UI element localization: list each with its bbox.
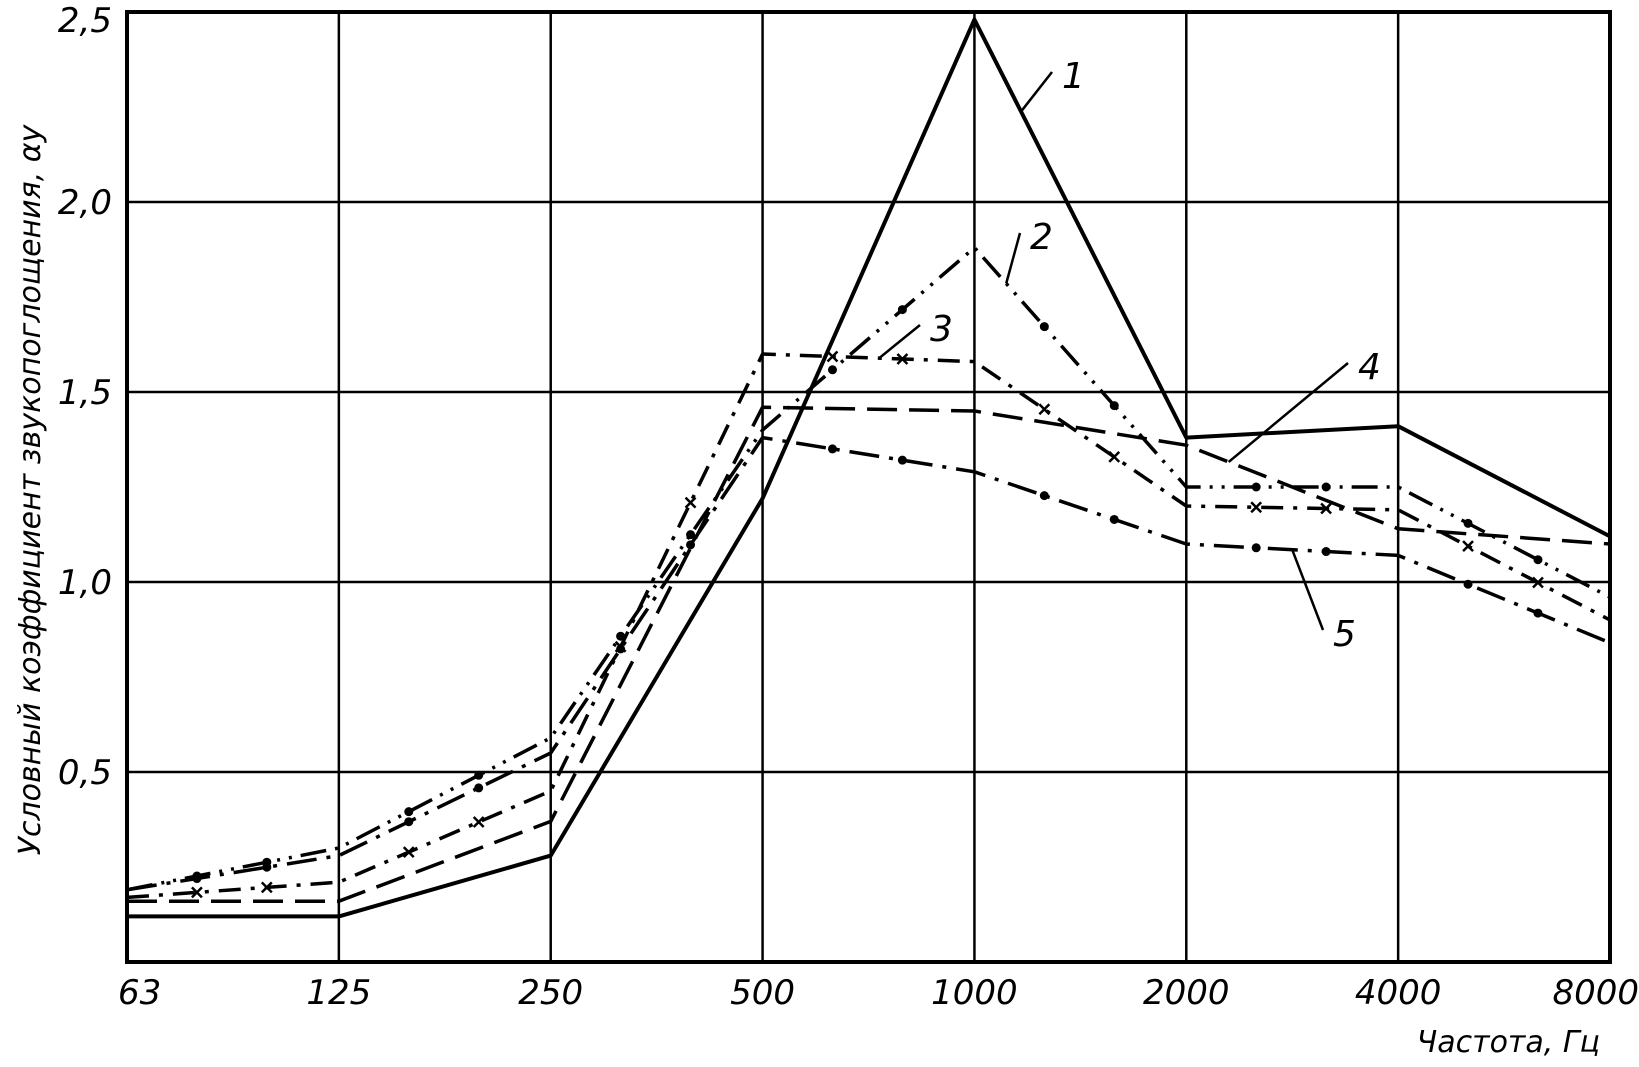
series-marker [1039, 322, 1049, 332]
x-tick-labels: 63 125 250 500 1000 2000 4000 8000 [118, 973, 1639, 1013]
y-tick-label: 2,0 [58, 183, 112, 223]
series-marker [1321, 547, 1331, 557]
y-tick-label: 2,5 [58, 1, 112, 41]
x-tick-label: 63 [118, 973, 161, 1013]
series-layer [126, 17, 1611, 919]
series-marker [1250, 501, 1263, 514]
y-tick-labels: 0,5 1,0 1,5 2,0 2,5 [58, 1, 112, 793]
curve-label-2: 2 [1030, 217, 1053, 258]
x-tick-label: 2000 [1143, 973, 1230, 1013]
series-marker [1533, 608, 1543, 618]
series-marker [1321, 482, 1331, 492]
series-marker [686, 540, 696, 550]
x-tick-label: 1000 [931, 973, 1018, 1013]
series-marker [402, 846, 415, 858]
series-line-4 [127, 405, 1611, 903]
series-4 [127, 405, 1611, 903]
series-marker [404, 817, 414, 827]
series-marker [260, 881, 273, 894]
series-marker [192, 874, 202, 884]
series-marker [1463, 579, 1473, 589]
curve-label-4: 4 [1358, 347, 1381, 388]
curve-label-3: 3 [930, 309, 953, 350]
series-marker [684, 496, 697, 509]
curve-leader-line [1291, 549, 1325, 631]
series-3 [126, 350, 1611, 900]
series-marker [1532, 576, 1544, 589]
series-5 [126, 435, 1611, 892]
x-tick-label: 500 [730, 973, 795, 1013]
curve-leader-line [1227, 362, 1349, 463]
series-marker [474, 783, 484, 793]
curve-leader-line [1005, 232, 1022, 284]
series-marker [896, 353, 909, 365]
series-marker [1109, 401, 1119, 411]
series-marker [1320, 502, 1332, 515]
plot-frame [125, 10, 1612, 964]
y-tick-label: 1,0 [58, 563, 112, 603]
series-1 [127, 17, 1611, 919]
series-marker [1251, 543, 1261, 553]
series-marker [1039, 491, 1049, 501]
curve-label-5: 5 [1333, 614, 1356, 655]
series-line-1 [127, 17, 1611, 919]
y-tick-label: 0,5 [58, 753, 112, 793]
curve-leader-line [878, 324, 921, 360]
series-marker [1462, 540, 1474, 553]
series-line-5 [126, 435, 1611, 892]
x-tick-label: 4000 [1355, 973, 1442, 1013]
series-marker [1251, 482, 1261, 492]
series-marker [827, 365, 837, 375]
x-axis-label: Частота, Гц [1417, 1025, 1600, 1060]
curve-leader-line [1020, 71, 1053, 113]
series-marker [1109, 514, 1119, 524]
series-marker [826, 350, 839, 363]
series-marker [1533, 555, 1543, 565]
series-marker [827, 444, 837, 454]
x-tick-label: 8000 [1552, 973, 1639, 1013]
y-tick-label: 1,5 [58, 373, 112, 413]
series-2 [126, 245, 1611, 892]
series-line-3 [126, 352, 1611, 900]
series-marker [474, 770, 484, 780]
curve-label-1: 1 [1062, 56, 1085, 97]
series-marker [472, 816, 485, 828]
series-marker [897, 305, 907, 315]
series-marker [262, 862, 272, 872]
y-axis-label: Условный коэффициент звукопоглощения, αу [13, 123, 48, 855]
x-tick-label: 125 [306, 973, 371, 1013]
series-marker [1108, 451, 1121, 463]
series-marker [616, 644, 626, 654]
series-marker [1038, 403, 1051, 416]
curve-labels: 1 2 3 4 5 [878, 56, 1381, 655]
series-marker [1463, 518, 1473, 528]
x-tick-label: 250 [518, 973, 583, 1013]
series-line-2 [126, 245, 1611, 892]
series-marker [404, 807, 414, 817]
series-marker [191, 886, 203, 899]
series-marker [686, 530, 696, 540]
series-marker [897, 455, 907, 465]
